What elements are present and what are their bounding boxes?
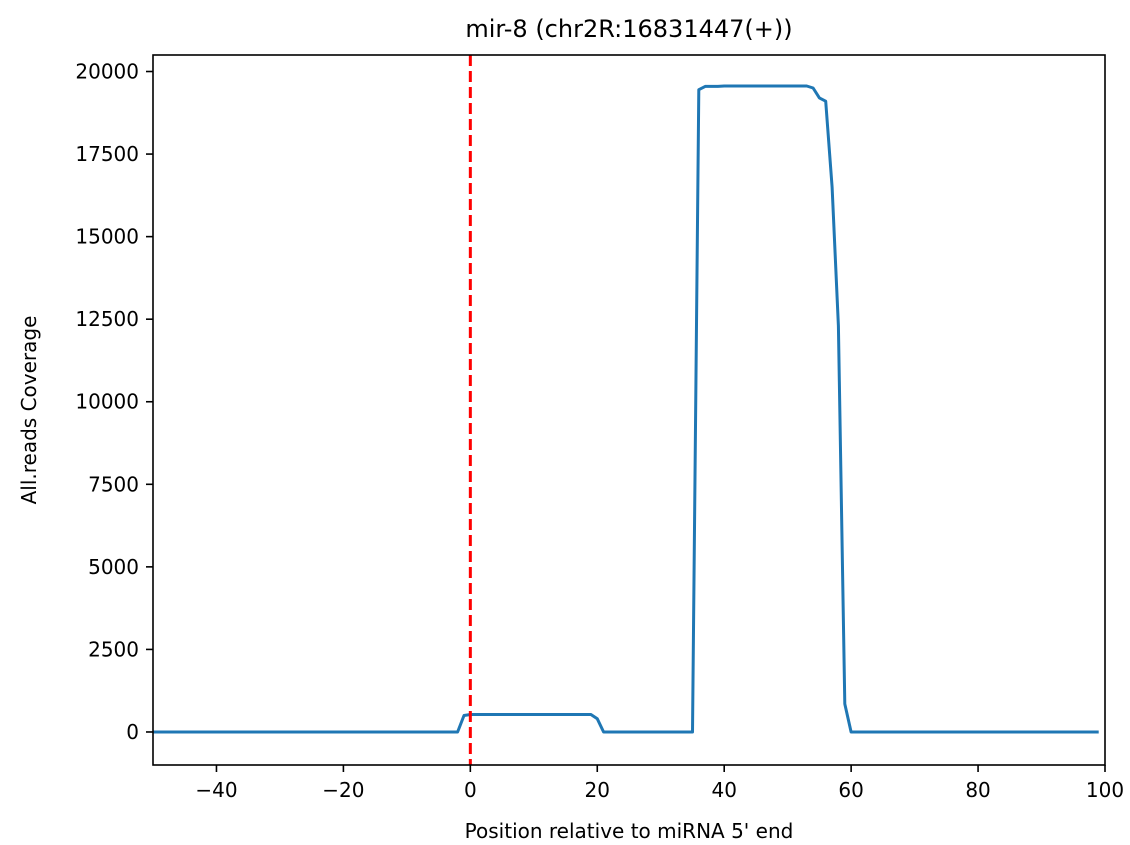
plot-frame: [152, 54, 1106, 766]
y-tick-label: 12500: [75, 307, 139, 331]
x-tick-label: 100: [1086, 778, 1124, 802]
y-axis-label: All.reads Coverage: [17, 316, 41, 505]
x-axis-label: Position relative to miRNA 5' end: [465, 819, 794, 843]
y-tick-label: 17500: [75, 142, 139, 166]
y-tick-label: 7500: [88, 472, 139, 496]
x-tick-label: 0: [464, 778, 477, 802]
x-tick-label: 60: [838, 778, 863, 802]
x-tick-label: 20: [585, 778, 610, 802]
y-tick-label: 5000: [88, 555, 139, 579]
x-tick-label: −20: [322, 778, 364, 802]
y-tick-label: 15000: [75, 225, 139, 249]
x-tick-label: 40: [711, 778, 736, 802]
y-tick-label: 20000: [75, 60, 139, 84]
x-tick-label: 80: [965, 778, 990, 802]
y-tick-label: 10000: [75, 390, 139, 414]
y-tick-label: 2500: [88, 637, 139, 661]
chart-title: mir-8 (chr2R:16831447(+)): [465, 15, 792, 43]
y-tick-label: 0: [126, 720, 139, 744]
x-tick-label: −40: [195, 778, 237, 802]
coverage-line-0: [153, 84, 1099, 734]
